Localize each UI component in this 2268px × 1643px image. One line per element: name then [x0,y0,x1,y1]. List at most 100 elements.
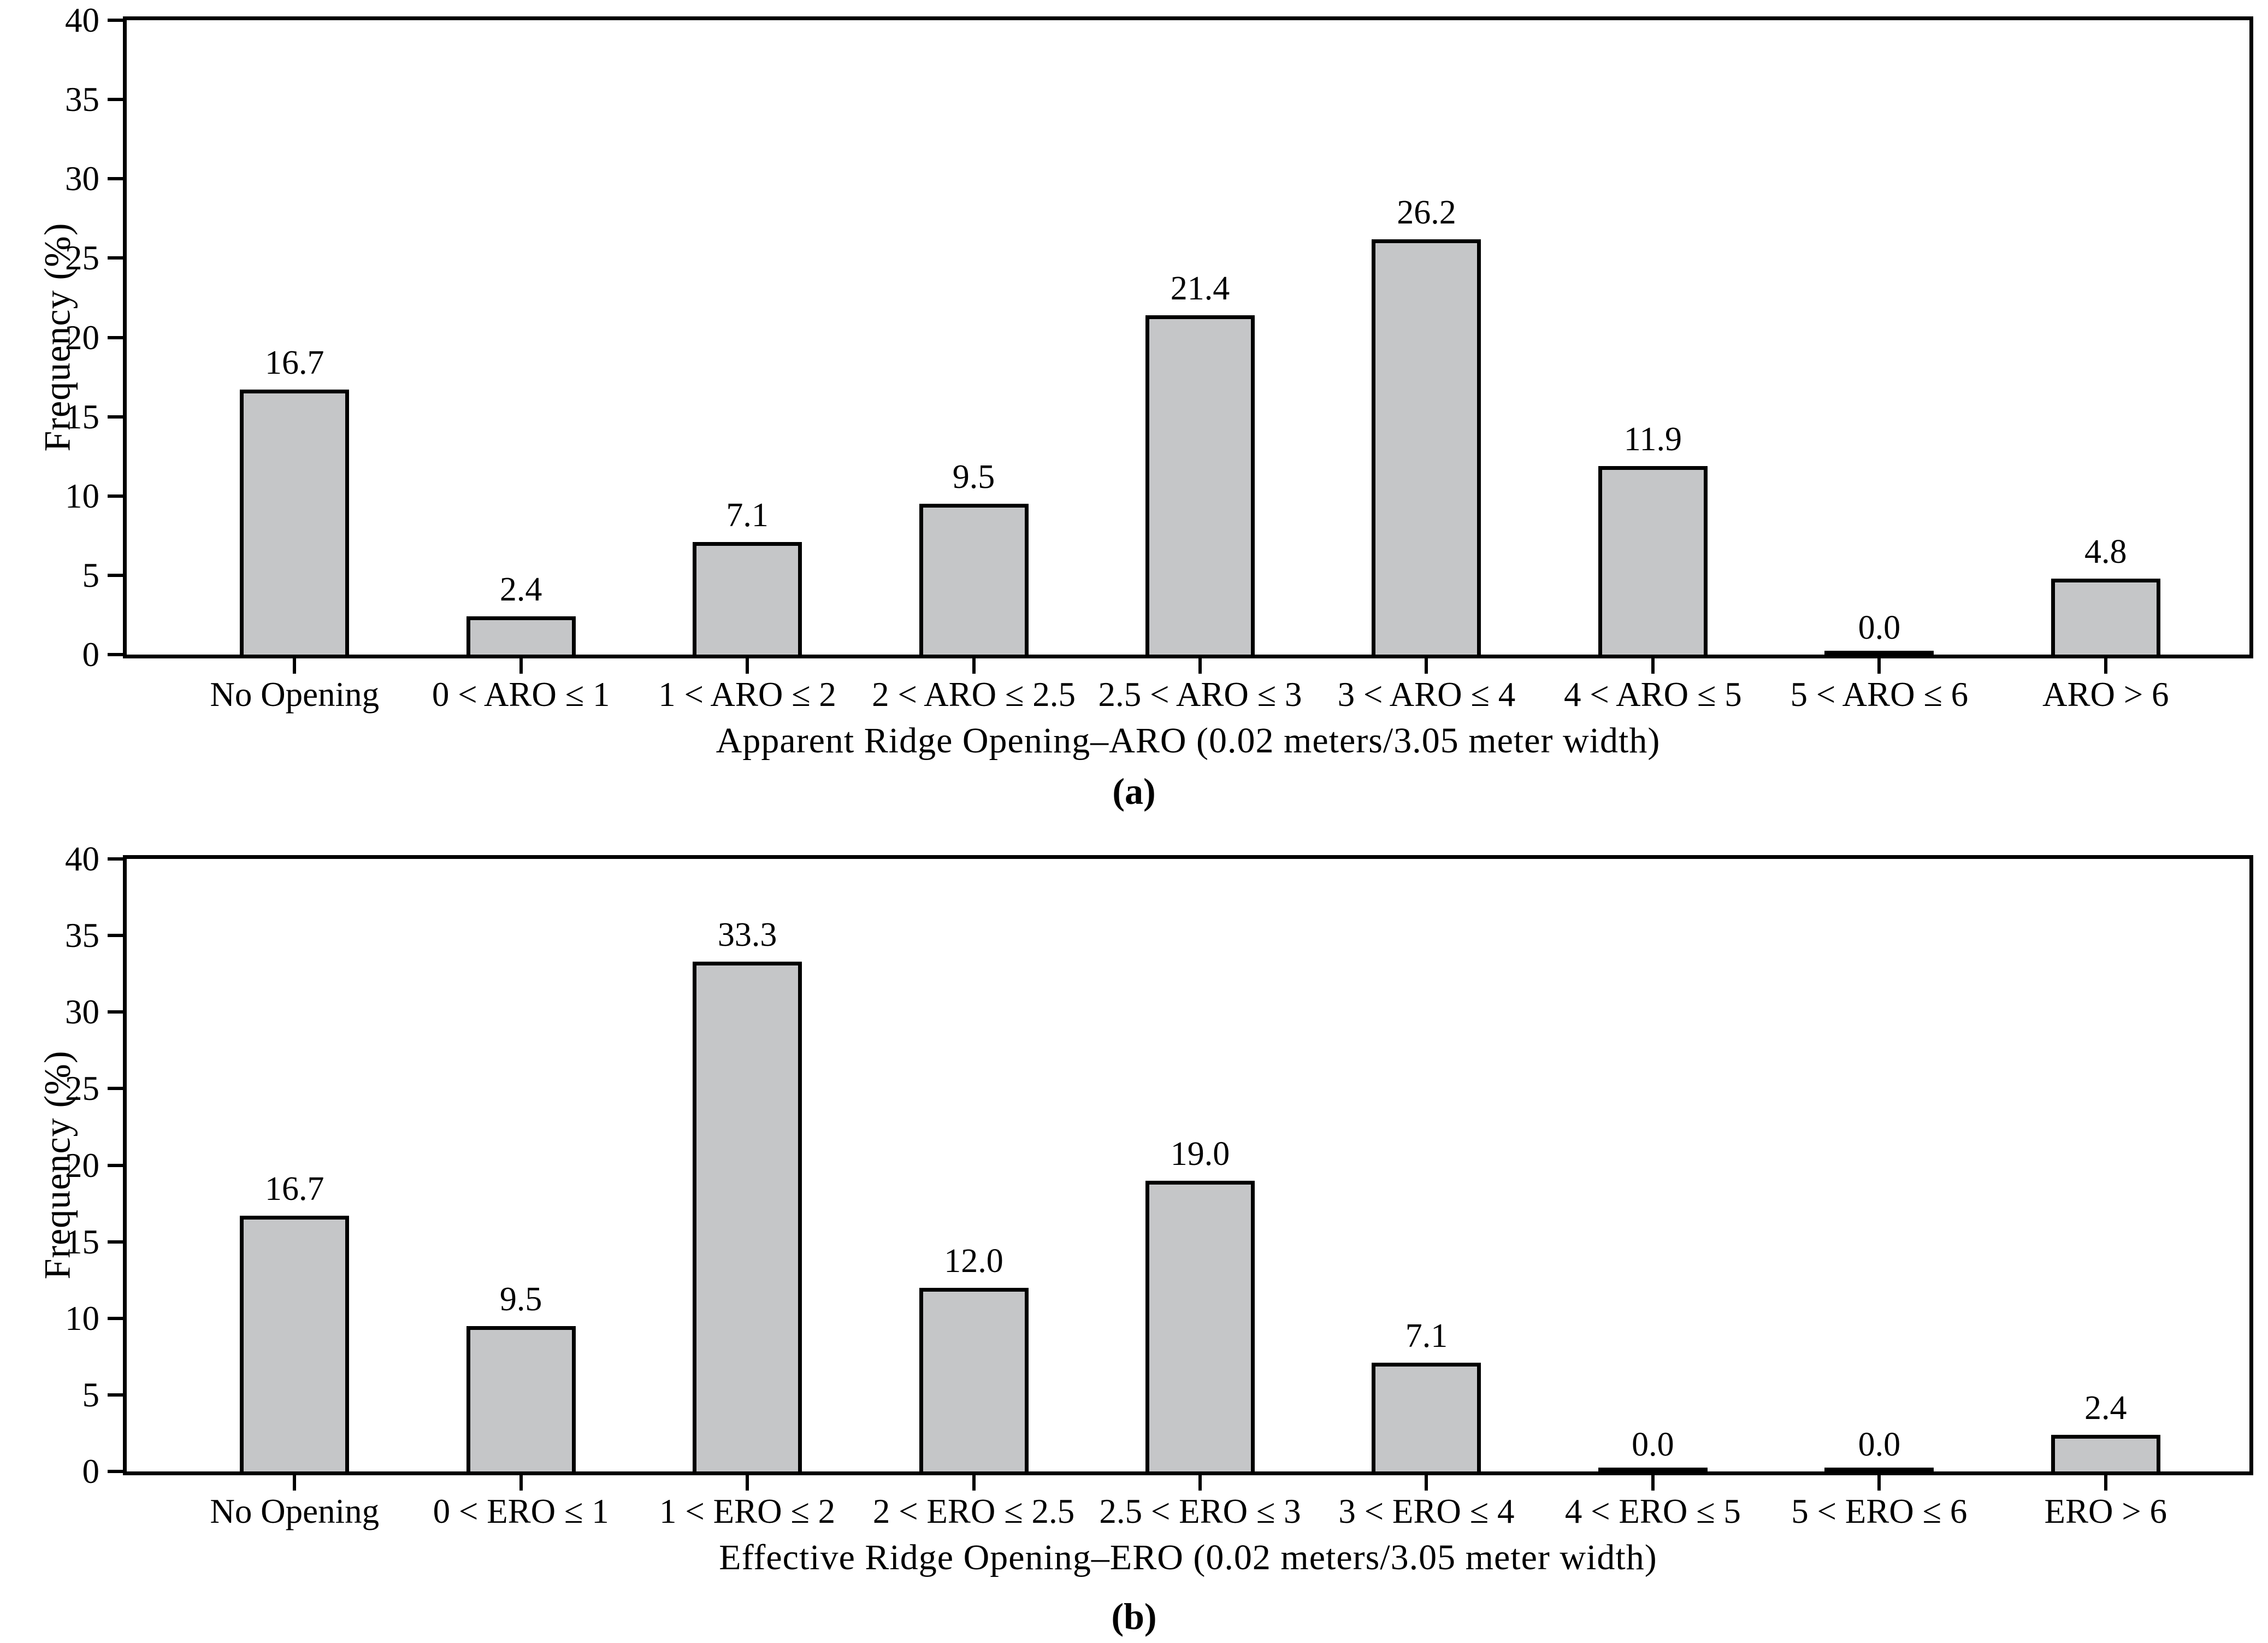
bar [693,961,802,1471]
x-tick-label: 0 < ARO ≤ 1 [432,675,610,714]
x-tick-mark [1651,1475,1655,1491]
bar [1824,651,1934,655]
bar-value-label: 11.9 [1623,420,1682,458]
x-tick-mark [1198,1475,1202,1491]
x-tick-mark [972,658,976,674]
x-tick-label: 0 < ERO ≤ 1 [433,1492,609,1530]
y-tick-mark [108,653,123,656]
x-tick-label: 1 < ARO ≤ 2 [658,675,836,714]
bar [1598,1468,1708,1471]
y-tick-mark [108,19,123,22]
x-tick-label: No Opening [210,1492,380,1530]
x-axis-title: Apparent Ridge Opening–ARO (0.02 meters/… [716,721,1661,761]
panel-caption: (b) [1111,1595,1157,1637]
y-tick-label: 40 [65,1,99,39]
bar-value-label: 0.0 [1858,609,1901,646]
bar [693,541,802,655]
x-tick-label: 5 < ARO ≤ 6 [1790,675,1969,714]
bar-value-label: 16.7 [264,1170,324,1208]
bar [240,1215,350,1471]
bar [919,504,1029,655]
y-tick-label: 0 [82,1452,100,1491]
y-tick-mark [108,1087,123,1091]
x-tick-mark [1198,658,1202,674]
y-tick-label: 5 [82,1375,100,1414]
x-tick-mark [1877,658,1881,674]
bar-value-label: 21.4 [1170,269,1230,307]
y-tick-mark [108,857,123,861]
x-tick-mark [293,1475,297,1491]
y-tick-label: 35 [65,80,99,119]
bar [1598,466,1708,655]
y-tick-mark [108,934,123,938]
bar-value-label: 2.4 [2084,1389,2127,1427]
x-tick-label: 4 < ERO ≤ 5 [1564,1492,1741,1530]
y-tick-mark [108,256,123,260]
y-tick-mark [108,98,123,102]
y-tick-mark [108,1470,123,1473]
x-tick-mark [1425,658,1428,674]
bar-value-label: 0.0 [1632,1426,1674,1463]
bar [1824,1468,1934,1471]
plot-area: 0 5 10 15 20 25 30 35 40 16.7 No Opening 2.4 0 < ARO… [65,1,2253,714]
x-tick-label: 1 < ERO ≤ 2 [659,1492,836,1530]
x-tick-label: 3 < ARO ≤ 4 [1337,675,1516,714]
bar [1145,1180,1255,1471]
bar [1372,1363,1481,1471]
y-tick-label: 20 [65,1146,99,1185]
bar [466,1326,576,1471]
x-tick-mark [1651,658,1655,674]
y-tick-label: 25 [65,1069,99,1108]
x-tick-label: ARO > 6 [2042,675,2169,714]
y-tick-mark [108,1316,123,1320]
x-tick-mark [2104,1475,2107,1491]
y-tick-label: 0 [82,635,100,674]
y-tick-label: 15 [65,1222,99,1261]
bar [1372,239,1481,655]
y-tick-mark [108,1240,123,1244]
bar [1145,315,1255,655]
panel-caption: (a) [1112,770,1156,812]
x-tick-mark [2104,658,2107,674]
x-tick-mark [972,1475,976,1491]
bar-value-label: 7.1 [1405,1317,1448,1355]
y-tick-label: 40 [65,840,99,878]
x-tick-label: 5 < ERO ≤ 6 [1791,1492,1968,1530]
y-tick-mark [108,415,123,419]
x-tick-label: 2.5 < ERO ≤ 3 [1099,1492,1301,1530]
bar [919,1287,1029,1471]
y-tick-label: 20 [65,318,99,357]
bar-value-label: 2.4 [499,571,542,609]
x-tick-label: 2 < ERO ≤ 2.5 [872,1492,1075,1530]
x-tick-mark [746,1475,749,1491]
bar [2051,1434,2160,1471]
bar-value-label: 9.5 [499,1280,542,1318]
bar [466,616,576,655]
x-tick-mark [293,658,297,674]
bar-value-label: 26.2 [1397,193,1456,231]
plot-area: 0 5 10 15 20 25 30 35 40 16.7 No Opening 9.5 0 < ERO… [65,840,2253,1530]
y-tick-label: 15 [65,397,99,436]
y-tick-mark [108,573,123,577]
y-tick-mark [108,1010,123,1014]
y-tick-mark [108,494,123,498]
y-tick-label: 5 [82,556,100,594]
y-tick-label: 10 [65,476,99,515]
y-tick-label: 35 [65,916,99,955]
y-tick-label: 30 [65,160,99,198]
x-tick-label: 3 < ERO ≤ 4 [1338,1492,1515,1530]
x-axis-title: Effective Ridge Opening–ERO (0.02 meters… [719,1538,1657,1577]
y-tick-mark [108,1393,123,1397]
y-tick-label: 10 [65,1299,99,1338]
x-tick-label: 4 < ARO ≤ 5 [1564,675,1742,714]
bar-value-label: 9.5 [952,458,995,496]
y-tick-mark [108,177,123,181]
x-tick-label: ERO > 6 [2044,1492,2167,1530]
x-tick-label: 2.5 < ARO ≤ 3 [1098,675,1302,714]
bar-value-label: 0.0 [1858,1426,1901,1463]
x-tick-label: No Opening [210,675,380,714]
bar-value-label: 33.3 [717,916,777,953]
x-tick-mark [519,658,523,674]
